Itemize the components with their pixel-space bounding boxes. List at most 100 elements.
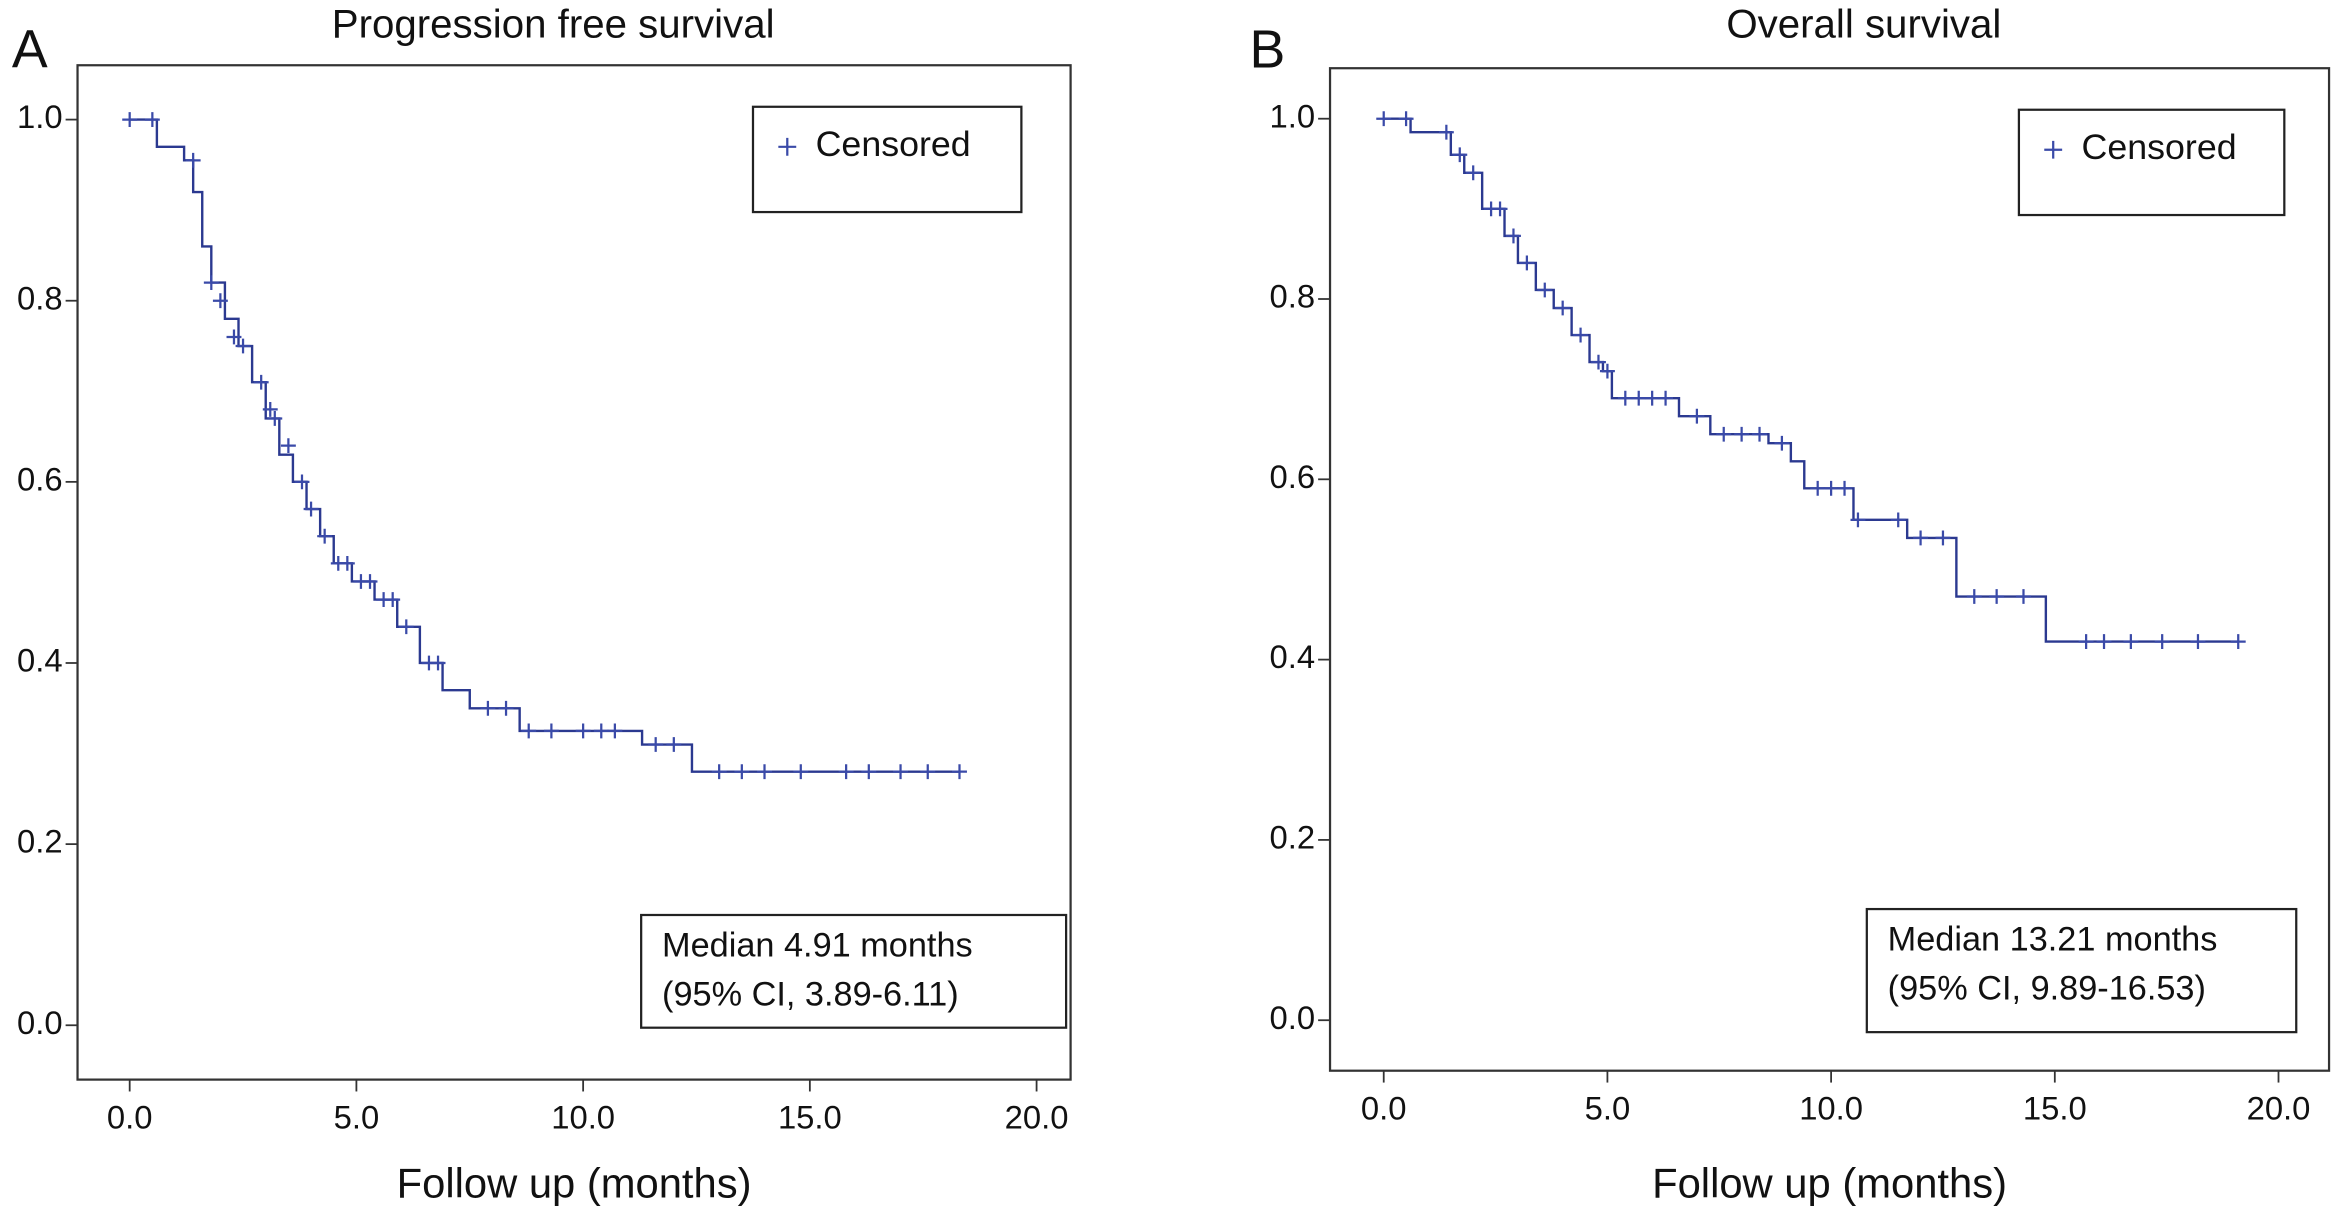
annotation-box xyxy=(640,913,1068,1029)
censor-mark xyxy=(1376,111,1392,127)
censor-mark xyxy=(1774,435,1790,451)
plot-frame xyxy=(1328,67,2331,1072)
censor-mark xyxy=(144,112,160,128)
legend-box xyxy=(2017,108,2286,217)
censor-mark xyxy=(838,764,854,780)
y-tick-label: 0.4 xyxy=(1270,638,1316,675)
y-tick-label: 1.0 xyxy=(17,98,63,135)
x-tick-label: 5.0 xyxy=(1585,1089,1631,1126)
censor-mark xyxy=(1506,228,1521,244)
censor-mark xyxy=(1689,408,1705,424)
censor-mark xyxy=(593,723,609,739)
chart-title: Progression free survival xyxy=(332,1,775,46)
censor-mark xyxy=(362,574,378,589)
censor-mark xyxy=(1555,300,1571,316)
censor-mark xyxy=(666,737,682,752)
censor-mark xyxy=(1837,480,1852,496)
censor-mark xyxy=(203,275,219,291)
y-tick-label: 0.6 xyxy=(1270,458,1316,495)
censor-mark xyxy=(952,764,967,780)
censor-mark xyxy=(1966,589,1982,604)
censor-mark xyxy=(1716,426,1732,442)
x-tick-label: 0.0 xyxy=(107,1098,153,1135)
censor-mark xyxy=(1631,390,1647,406)
censor-mark xyxy=(2190,634,2206,649)
censor-mark xyxy=(303,501,319,517)
censor-mark xyxy=(734,764,750,780)
x-tick-label: 15.0 xyxy=(2023,1089,2087,1126)
y-tick-label: 0.2 xyxy=(17,823,63,860)
annotation-text: (95% CI, 9.89-16.53) xyxy=(1888,970,2206,1008)
censor-mark xyxy=(1935,530,1951,546)
chart-title: Overall survival xyxy=(1726,1,2001,46)
censor-mark xyxy=(235,338,251,354)
x-tick-label: 20.0 xyxy=(2247,1089,2311,1126)
censor-mark xyxy=(1734,426,1750,442)
censor-mark xyxy=(262,401,278,417)
x-tick-label: 10.0 xyxy=(551,1098,615,1135)
censor-mark xyxy=(861,764,877,780)
censor-mark xyxy=(1890,512,1906,528)
censor-mark xyxy=(757,764,772,780)
censor-mark xyxy=(1591,354,1606,370)
censor-mark xyxy=(1398,111,1414,127)
censor-mark xyxy=(1658,390,1674,406)
y-tick-label: 0.6 xyxy=(17,461,63,498)
censor-mark xyxy=(317,528,333,544)
panel-label: A xyxy=(12,21,48,80)
censor-mark xyxy=(430,655,446,671)
censor-mark xyxy=(1452,147,1468,163)
censor-mark xyxy=(1644,390,1660,406)
censor-mark xyxy=(607,723,623,739)
censor-mark xyxy=(294,474,310,490)
censor-mark xyxy=(2123,634,2139,649)
censor-mark xyxy=(1492,201,1508,217)
annotation-text: Median 4.91 months xyxy=(662,927,973,965)
x-tick-label: 20.0 xyxy=(1005,1098,1069,1135)
legend-marker xyxy=(778,137,797,156)
x-tick-label: 5.0 xyxy=(334,1098,380,1135)
censor-mark xyxy=(543,723,559,739)
censor-mark xyxy=(1989,589,2005,604)
y-tick-label: 0.8 xyxy=(1270,278,1316,315)
censor-mark xyxy=(253,374,269,390)
y-tick-label: 0.0 xyxy=(1270,999,1316,1036)
censor-mark xyxy=(893,764,909,780)
x-axis-label: Follow up (months) xyxy=(397,1159,752,1206)
censor-mark xyxy=(1617,390,1633,406)
censor-mark xyxy=(2078,634,2094,649)
censor-mark xyxy=(1537,282,1553,298)
y-tick-label: 0.0 xyxy=(17,1004,63,1041)
censor-mark xyxy=(1810,480,1826,496)
y-tick-label: 0.4 xyxy=(17,642,63,679)
censor-mark xyxy=(185,152,201,168)
censor-mark xyxy=(398,619,414,635)
y-tick-label: 0.8 xyxy=(17,279,63,316)
censor-mark xyxy=(793,764,809,780)
censor-mark xyxy=(122,112,138,128)
x-tick-label: 10.0 xyxy=(1799,1089,1863,1126)
censor-mark xyxy=(385,592,401,608)
censor-mark xyxy=(711,764,727,780)
censor-mark xyxy=(280,438,296,454)
survival-curve xyxy=(129,118,960,773)
panel-label: B xyxy=(1250,21,1286,80)
censor-mark xyxy=(2096,634,2112,649)
x-tick-label: 0.0 xyxy=(1361,1089,1407,1126)
censor-mark xyxy=(212,293,228,309)
legend-label: Censored xyxy=(2082,127,2237,167)
annotation-box xyxy=(1865,907,2298,1034)
censor-mark xyxy=(498,700,514,716)
censor-mark xyxy=(480,700,496,716)
annotation-text: (95% CI, 3.89-6.11) xyxy=(662,976,959,1014)
censor-mark xyxy=(1913,530,1929,546)
censor-mark xyxy=(920,764,936,780)
censor-mark xyxy=(1438,124,1454,140)
censor-mark xyxy=(1850,512,1866,528)
x-axis-label: Follow up (months) xyxy=(1652,1159,2007,1206)
censor-mark xyxy=(1599,363,1615,379)
censor-mark xyxy=(1465,165,1481,181)
censor-mark xyxy=(2016,589,2031,604)
